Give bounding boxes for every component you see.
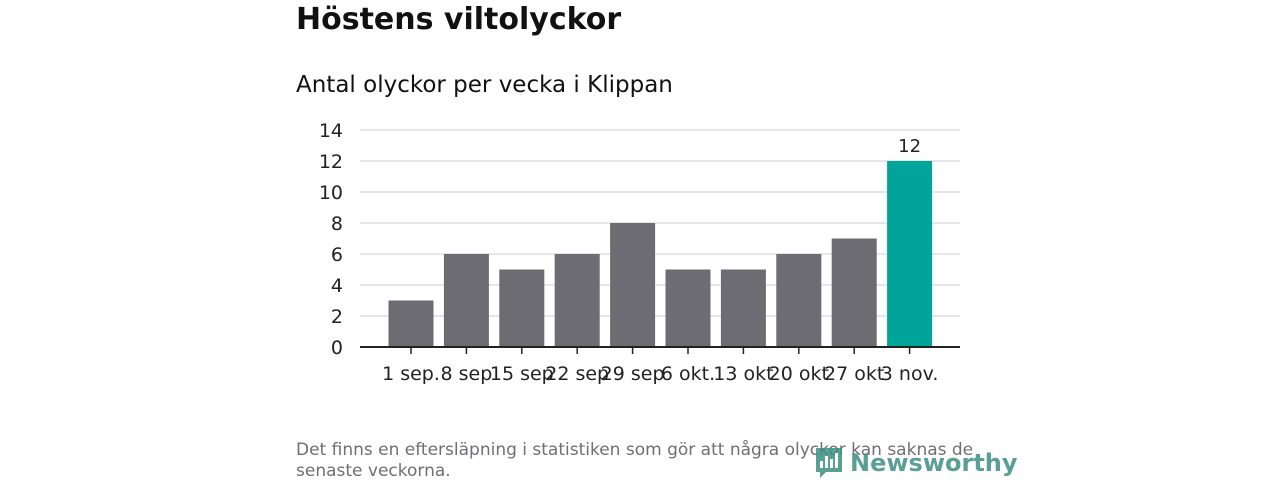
x-tick-label: 6 okt. <box>661 363 715 385</box>
bars <box>388 161 933 347</box>
y-tick-label: 10 <box>319 182 343 204</box>
bar-2 <box>443 254 489 347</box>
chart-logo-icon <box>816 448 842 478</box>
y-tick-label: 14 <box>319 120 343 142</box>
bar-5 <box>610 223 656 347</box>
y-tick-label: 0 <box>331 337 343 359</box>
y-tick-label: 12 <box>319 151 343 173</box>
x-tick-label: 29 sep <box>601 363 665 385</box>
y-tick-label: 2 <box>331 306 343 328</box>
bar-9 <box>831 238 877 347</box>
x-tick-label: 1 sep. <box>382 363 440 385</box>
x-tick-label: 27 okt <box>824 363 884 385</box>
y-axis-ticks: 0 2 4 6 8 10 12 14 <box>319 120 343 359</box>
bar-7 <box>720 269 766 347</box>
data-labels: 12 <box>898 136 921 157</box>
newsworthy-logo: Newsworthy <box>814 446 1018 480</box>
bar-4 <box>554 254 600 347</box>
y-tick-label: 4 <box>331 275 343 297</box>
chart-title: Höstens viltolyckor <box>296 2 622 37</box>
bar-1 <box>388 300 434 347</box>
x-tick-label: 20 okt <box>769 363 829 385</box>
x-tick-label: 8 sep <box>441 363 493 385</box>
footnote: Det finns en eftersläpning i statistiken… <box>296 440 974 481</box>
x-tick-label: 13 okt <box>713 363 773 385</box>
x-tick-label: 3 nov. <box>881 363 939 385</box>
logo-text: Newsworthy <box>850 449 1018 477</box>
data-label: 12 <box>898 136 921 157</box>
bar-6 <box>665 269 711 347</box>
x-tick-label: 22 sep <box>545 363 609 385</box>
bar-8 <box>776 254 822 347</box>
y-tick-label: 8 <box>331 213 343 235</box>
bar-10 <box>887 161 933 347</box>
x-tick-label: 15 sep <box>490 363 554 385</box>
bar-3 <box>499 269 545 347</box>
y-tick-label: 6 <box>331 244 343 266</box>
chart-subtitle: Antal olyckor per vecka i Klippan <box>296 72 673 98</box>
